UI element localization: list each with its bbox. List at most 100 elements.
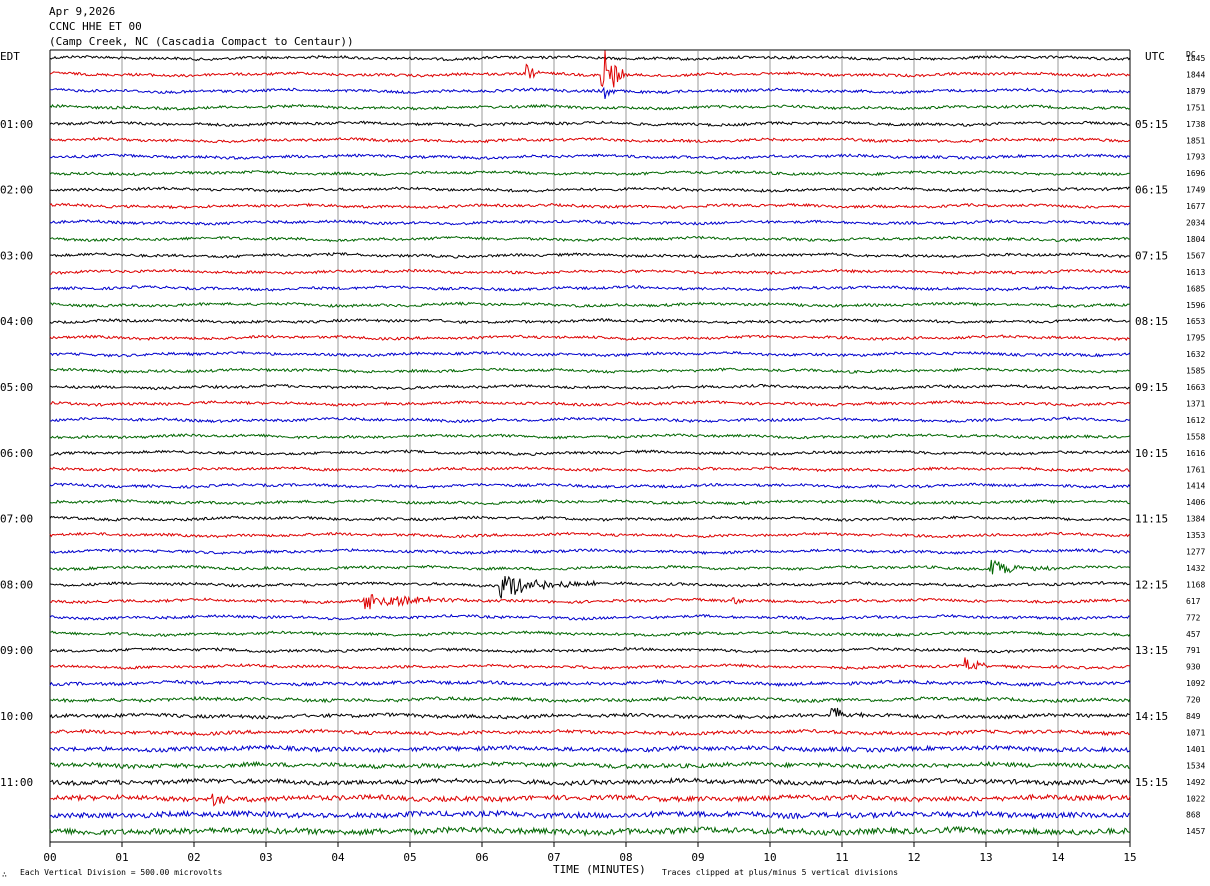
dc-offset-label: 1492 [1186, 778, 1205, 787]
trace-line-17 [49, 334, 1131, 342]
dc-offset-label: 1677 [1186, 202, 1205, 211]
right-hour-label: 14:15 [1135, 710, 1168, 723]
x-tick-label: 15 [1123, 851, 1136, 864]
dc-offset-label: 1804 [1186, 235, 1205, 244]
dc-offset-label: 1653 [1186, 317, 1205, 326]
trace-line-30 [49, 547, 1131, 556]
dc-offset-label: 1168 [1186, 580, 1205, 589]
trace-line-36 [49, 646, 1131, 654]
trace-line-20 [49, 383, 1131, 391]
trace-line-41 [49, 728, 1131, 737]
trace-line-5 [49, 136, 1131, 144]
dc-offset-label: 1795 [1186, 334, 1205, 343]
dc-offset-label: 1761 [1186, 465, 1205, 474]
right-hour-label: 09:15 [1135, 381, 1168, 394]
trace-line-43 [49, 760, 1130, 770]
x-tick-label: 01 [115, 851, 128, 864]
dc-offset-label: 617 [1186, 597, 1201, 606]
x-tick-label: 06 [475, 851, 488, 864]
trace-line-38 [49, 679, 1131, 688]
trace-line-0 [49, 54, 1131, 62]
trace-line-47 [49, 825, 1131, 837]
x-tick-label: 08 [619, 851, 632, 864]
right-hour-label: 15:15 [1135, 776, 1168, 789]
x-tick-label: 02 [187, 851, 200, 864]
trace-group [49, 50, 1131, 837]
trace-line-3 [49, 103, 1131, 111]
right-hour-label: 07:15 [1135, 249, 1168, 262]
dc-offset-label: 1844 [1186, 70, 1205, 79]
dc-offset-label: 849 [1186, 712, 1201, 721]
trace-line-1 [49, 50, 1131, 88]
trace-line-40 [49, 707, 1131, 720]
dc-offset-label: 1353 [1186, 531, 1205, 540]
right-hour-label: 12:15 [1135, 578, 1168, 591]
dc-offset-label: 930 [1186, 663, 1201, 672]
trace-line-2 [49, 86, 1131, 99]
right-hour-label: 11:15 [1135, 513, 1168, 526]
x-tick-label: 10 [763, 851, 776, 864]
ampersand-mark: ∴ [2, 870, 7, 879]
trace-line-11 [49, 235, 1131, 243]
dc-offset-label: 1596 [1186, 301, 1205, 310]
dc-offset-label: 457 [1186, 630, 1201, 639]
trace-line-15 [49, 301, 1131, 309]
right-hour-label: 13:15 [1135, 644, 1168, 657]
dc-offset-label: 1663 [1186, 383, 1205, 392]
trace-line-26 [49, 482, 1131, 490]
dc-offset-label: 1432 [1186, 564, 1205, 573]
dc-offset-label: 1613 [1186, 268, 1205, 277]
trace-line-9 [49, 202, 1131, 210]
dc-offset-label: 1612 [1186, 416, 1205, 425]
dc-offset-label: 1845 [1186, 54, 1205, 63]
header-location: (Camp Creek, NC (Cascadia Compact to Cen… [49, 35, 354, 48]
x-tick-label: 07 [547, 851, 560, 864]
trace-line-39 [49, 695, 1131, 704]
trace-line-25 [49, 466, 1131, 473]
dc-heading: DC [1186, 50, 1196, 59]
trace-line-33 [49, 594, 1131, 610]
trace-line-6 [49, 153, 1131, 160]
dc-offset-label: 1277 [1186, 548, 1205, 557]
dc-offset-label: 1585 [1186, 367, 1205, 376]
trace-line-21 [49, 400, 1131, 407]
dc-offset-label: 2034 [1186, 219, 1205, 228]
dc-offset-label: 1558 [1186, 432, 1205, 441]
trace-line-29 [49, 531, 1131, 539]
dc-offset-label: 1751 [1186, 103, 1205, 112]
minute-grid [49, 49, 1131, 847]
dc-offset-label: 1632 [1186, 350, 1205, 359]
header-date: Apr 9,2026 [49, 5, 115, 18]
dc-offset-label: 1616 [1186, 449, 1205, 458]
dc-offset-labels: 1845 1844 1879 1751 1738 1851 1793 1696 1749 1677… [1186, 54, 1205, 836]
dc-offset-label: 1022 [1186, 794, 1205, 803]
left-hour-label: 06:00 [0, 447, 33, 460]
trace-line-14 [49, 285, 1131, 292]
dc-offset-label: 1384 [1186, 515, 1205, 524]
trace-line-19 [49, 367, 1131, 374]
left-hour-label: 10:00 [0, 710, 33, 723]
trace-line-7 [49, 170, 1131, 177]
x-tick-label: 12 [907, 851, 920, 864]
x-tick-label: 11 [835, 851, 848, 864]
trace-line-42 [49, 744, 1131, 754]
left-hour-label: 03:00 [0, 249, 33, 262]
trace-line-37 [49, 657, 1131, 671]
trace-line-44 [49, 777, 1131, 787]
trace-line-18 [49, 350, 1131, 358]
left-hour-label: 09:00 [0, 644, 33, 657]
right-timezone-label: UTC [1145, 50, 1165, 63]
x-tick-label: 00 [43, 851, 56, 864]
trace-line-45 [49, 793, 1131, 807]
trace-line-31 [49, 559, 1131, 575]
dc-offset-label: 1567 [1186, 251, 1205, 260]
dc-offset-label: 1879 [1186, 87, 1205, 96]
left-hour-labels: 01:00 02:00 03:00 04:00 05:00 06:00 07:00 08:00… [0, 118, 33, 789]
scale-note: Each Vertical Division = 500.00 microvol… [20, 868, 222, 877]
left-hour-label: 11:00 [0, 776, 33, 789]
left-hour-label: 01:00 [0, 118, 33, 131]
right-hour-label: 08:15 [1135, 315, 1168, 328]
x-axis-label: TIME (MINUTES) [553, 863, 646, 876]
trace-line-22 [49, 416, 1131, 424]
